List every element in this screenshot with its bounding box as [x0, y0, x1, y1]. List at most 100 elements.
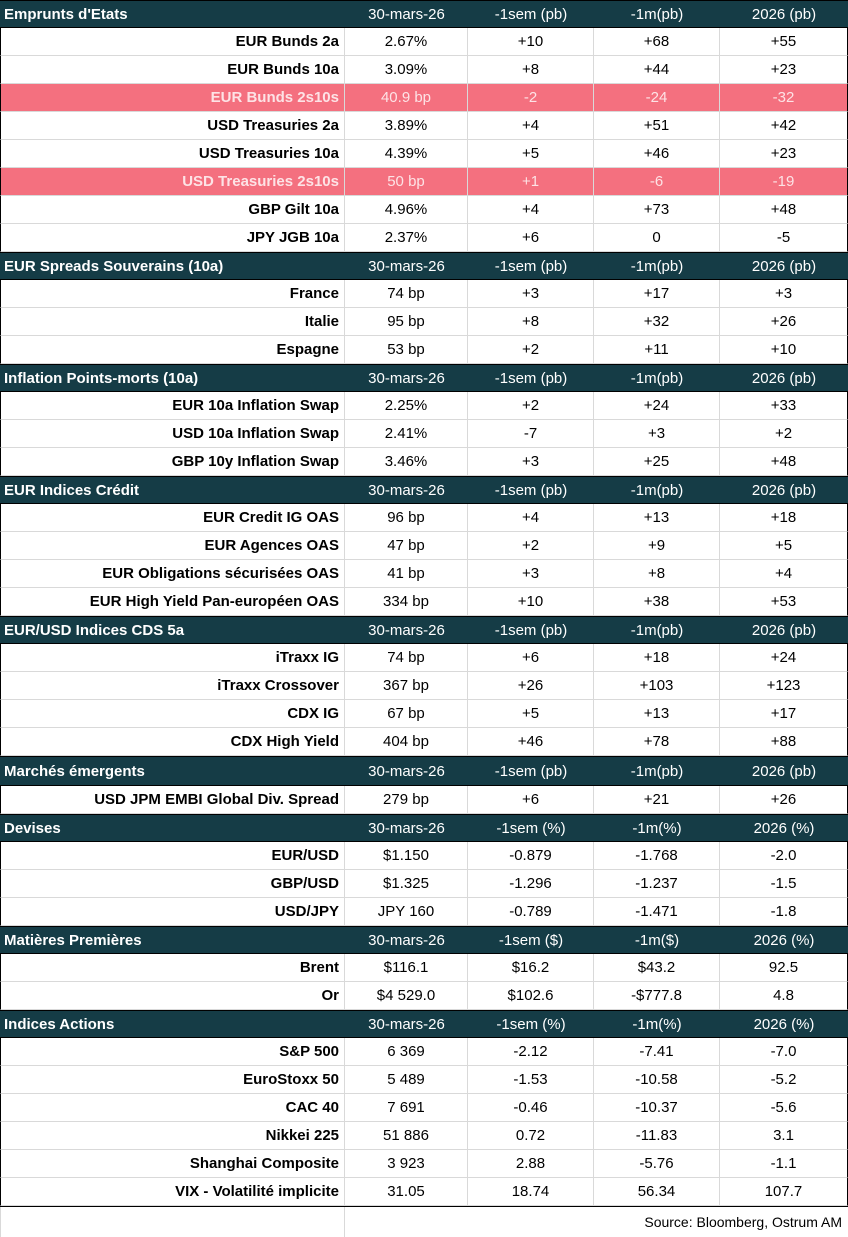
table-cell: $4 529.0 — [345, 982, 468, 1010]
row-label: GBP Gilt 10a — [0, 196, 345, 224]
highlighted-row: EUR Bunds 2s10s 40.9 bp -2 -24 -32 — [0, 84, 848, 112]
table-cell: -0.789 — [468, 898, 594, 926]
table-row: iTraxx IG 74 bp +6 +18 +24 — [0, 644, 848, 672]
table-row: S&P 500 6 369 -2.12 -7.41 -7.0 — [0, 1038, 848, 1066]
row-label: USD/JPY — [0, 898, 345, 926]
row-label: iTraxx Crossover — [0, 672, 345, 700]
table-cell: 2.67% — [345, 28, 468, 56]
table-cell: 4.39% — [345, 140, 468, 168]
table-row: USD 10a Inflation Swap 2.41% -7 +3 +2 — [0, 420, 848, 448]
table-row: CAC 40 7 691 -0.46 -10.37 -5.6 — [0, 1094, 848, 1122]
row-label: JPY JGB 10a — [0, 224, 345, 252]
table-cell: $102.6 — [468, 982, 594, 1010]
column-header: -1sem (pb) — [494, 762, 568, 780]
column-header: 2026 (pb) — [751, 5, 817, 23]
row-label: USD 10a Inflation Swap — [0, 420, 345, 448]
table-cell: -24 — [594, 84, 720, 112]
column-header: -1m(pb) — [630, 621, 684, 639]
table-cell: +18 — [720, 504, 848, 532]
table-row: EUR Bunds 2a 2.67% +10 +68 +55 — [0, 28, 848, 56]
table-cell: +6 — [468, 786, 594, 814]
table-cell: +3 — [594, 420, 720, 448]
table-row: Nikkei 225 51 886 0.72 -11.83 3.1 — [0, 1122, 848, 1150]
table-row: EUR/USD $1.150 -0.879 -1.768 -2.0 — [0, 842, 848, 870]
section-header: Marchés émergents 30-mars-26 -1sem (pb) -1m… — [0, 756, 848, 786]
row-label: France — [0, 280, 345, 308]
column-header: 30-mars-26 — [368, 257, 445, 275]
table-cell: 3.46% — [345, 448, 468, 476]
column-header: 2026 (pb) — [751, 762, 817, 780]
table-row: JPY JGB 10a 2.37% +6 0 -5 — [0, 224, 848, 252]
table-cell: -2 — [468, 84, 594, 112]
table-footer: Source: Bloomberg, Ostrum AM — [0, 1206, 848, 1237]
table-cell: +24 — [720, 644, 848, 672]
table-cell: +13 — [594, 700, 720, 728]
row-label: EUR/USD — [0, 842, 345, 870]
table-cell: 4.96% — [345, 196, 468, 224]
table-row: EUR Agences OAS 47 bp +2 +9 +5 — [0, 532, 848, 560]
table-cell: +3 — [468, 448, 594, 476]
table-cell: -6 — [594, 168, 720, 196]
table-cell: +2 — [720, 420, 848, 448]
table-row: VIX - Volatilité implicite 31.05 18.74 56.3… — [0, 1178, 848, 1206]
table-row: EUR 10a Inflation Swap 2.25% +2 +24 +33 — [0, 392, 848, 420]
table-cell: 40.9 bp — [345, 84, 468, 112]
table-row: EUR High Yield Pan-européen OAS 334 bp +10… — [0, 588, 848, 616]
table-cell: +1 — [468, 168, 594, 196]
table-row: EUR Bunds 10a 3.09% +8 +44 +23 — [0, 56, 848, 84]
column-header: 30-mars-26 — [368, 481, 445, 499]
column-header: 2026 (%) — [753, 1015, 815, 1033]
column-header: 30-mars-26 — [368, 621, 445, 639]
table-cell: 3.89% — [345, 112, 468, 140]
row-label: CDX IG — [0, 700, 345, 728]
section-title: Devises — [4, 819, 61, 837]
table-cell: +8 — [468, 308, 594, 336]
table-cell: -32 — [720, 84, 848, 112]
column-header: 2026 (%) — [753, 931, 815, 949]
table-cell: 279 bp — [345, 786, 468, 814]
table-cell: +48 — [720, 196, 848, 224]
table-cell: -5.2 — [720, 1066, 848, 1094]
table-cell: +25 — [594, 448, 720, 476]
table-cell: +13 — [594, 504, 720, 532]
column-header: 2026 (pb) — [751, 369, 817, 387]
table-cell: +21 — [594, 786, 720, 814]
table-cell: +26 — [720, 308, 848, 336]
table-cell: +46 — [468, 728, 594, 756]
table-cell: 47 bp — [345, 532, 468, 560]
row-label: USD JPM EMBI Global Div. Spread — [0, 786, 345, 814]
table-cell: 53 bp — [345, 336, 468, 364]
table-cell: 74 bp — [345, 644, 468, 672]
column-header: 2026 (pb) — [751, 481, 817, 499]
table-row: Espagne 53 bp +2 +11 +10 — [0, 336, 848, 364]
table-cell: +10 — [720, 336, 848, 364]
section-title: EUR/USD Indices CDS 5a — [4, 621, 185, 639]
table-row: iTraxx Crossover 367 bp +26 +103 +123 — [0, 672, 848, 700]
table-cell: +26 — [720, 786, 848, 814]
table-cell: $116.1 — [345, 954, 468, 982]
column-header: 30-mars-26 — [368, 5, 445, 23]
table-cell: +5 — [468, 140, 594, 168]
table-cell: +73 — [594, 196, 720, 224]
table-cell: +2 — [468, 392, 594, 420]
table-cell: 41 bp — [345, 560, 468, 588]
table-row: Or $4 529.0 $102.6 -$777.8 4.8 — [0, 982, 848, 1010]
table-cell: -$777.8 — [594, 982, 720, 1010]
table-cell: 6 369 — [345, 1038, 468, 1066]
market-data-table: Emprunts d'Etats 30-mars-26 -1sem (pb) -1m(… — [0, 0, 848, 1206]
table-cell: -5 — [720, 224, 848, 252]
table-cell: $16.2 — [468, 954, 594, 982]
table-cell: 3.09% — [345, 56, 468, 84]
table-cell: -7.0 — [720, 1038, 848, 1066]
section-header: Inflation Points-morts (10a) 30-mars-26 -1… — [0, 364, 848, 392]
column-header: 30-mars-26 — [368, 762, 445, 780]
section-title: Marchés émergents — [4, 762, 145, 780]
table-cell: +18 — [594, 644, 720, 672]
table-cell: $43.2 — [594, 954, 720, 982]
row-label: Italie — [0, 308, 345, 336]
table-cell: 18.74 — [468, 1178, 594, 1206]
table-cell: 5 489 — [345, 1066, 468, 1094]
table-cell: 2.25% — [345, 392, 468, 420]
table-cell: -2.0 — [720, 842, 848, 870]
table-cell: +2 — [468, 532, 594, 560]
